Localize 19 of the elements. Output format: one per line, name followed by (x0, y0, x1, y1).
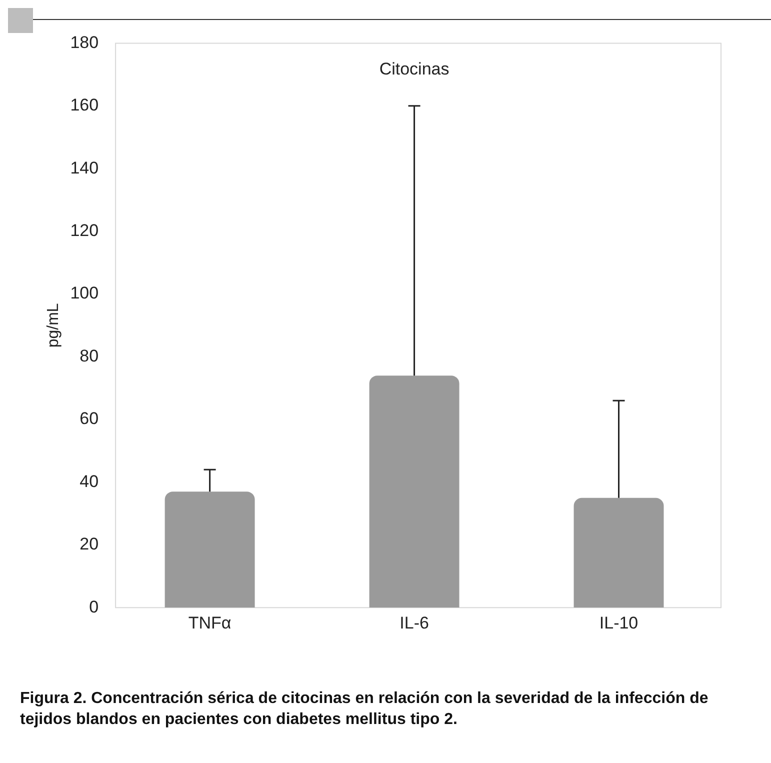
y-tick-label: 0 (89, 597, 99, 616)
x-tick-label: IL-10 (599, 613, 638, 632)
y-tick-label: 100 (70, 284, 99, 303)
bar (369, 376, 460, 608)
x-tick-label: TNFα (188, 613, 232, 632)
y-tick-label: 140 (70, 158, 99, 178)
x-tick-label: IL-6 (400, 613, 429, 632)
bar (574, 498, 664, 608)
y-tick-label: 80 (80, 346, 99, 366)
y-tick-label: 40 (80, 472, 99, 491)
y-tick-label: 20 (80, 534, 99, 554)
bar (164, 492, 255, 608)
y-tick-label: 60 (80, 409, 99, 428)
y-tick-label: 160 (70, 96, 99, 115)
text: Citocinas (379, 59, 450, 78)
text: Figura 2. Concentración sérica de citocinas en relación con la severidad de la infección de tejidos blandos en pacientes con diabetes mellitus tipo 2. (20, 689, 710, 730)
y-tick-label: 180 (70, 32, 99, 52)
y-axis-title: pg/mL (45, 303, 62, 348)
y-tick-label: 120 (70, 221, 99, 240)
